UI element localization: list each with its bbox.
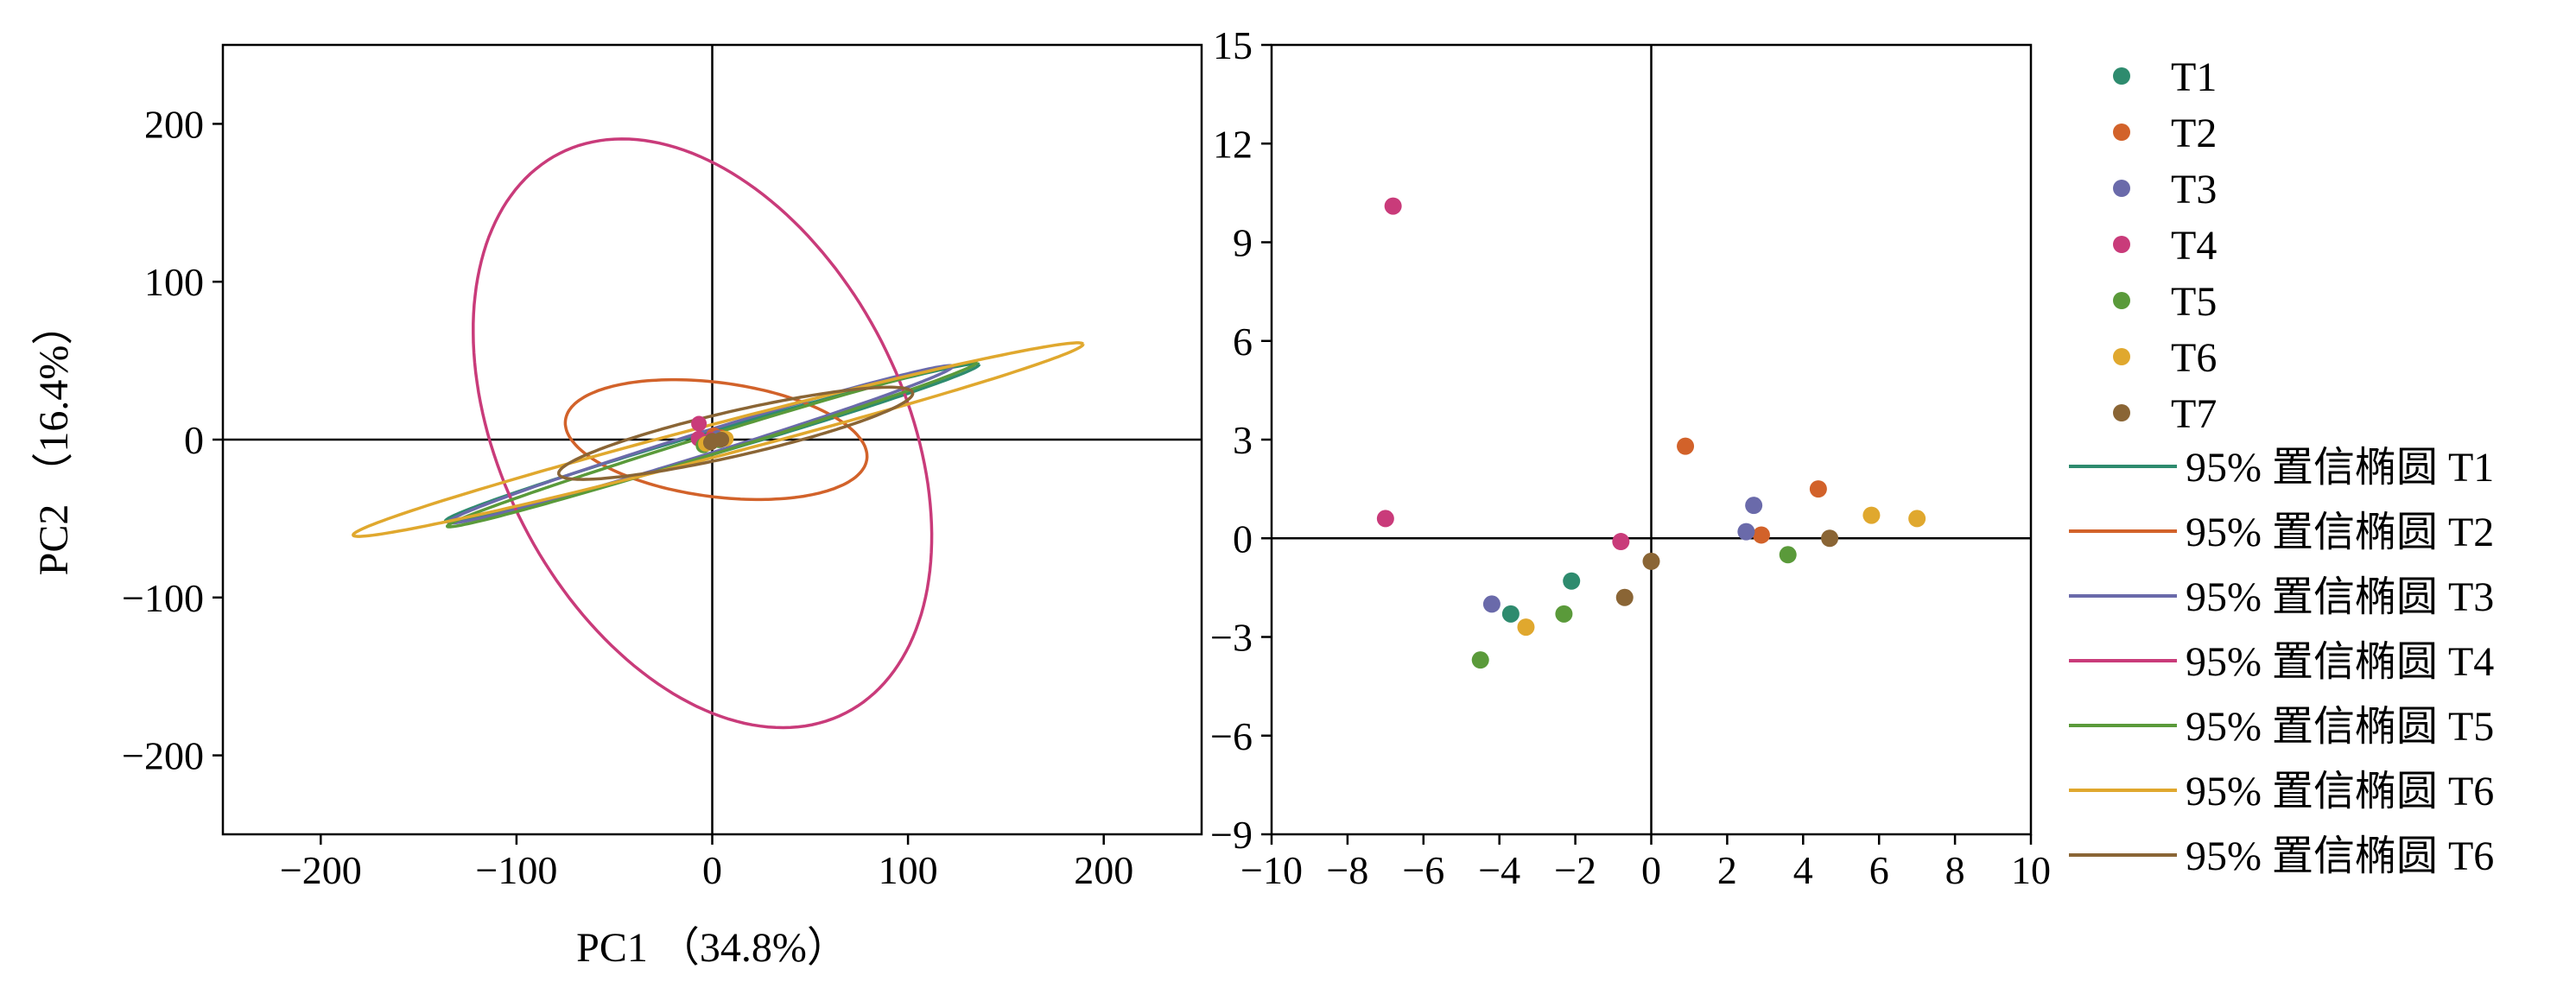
legend-marker-t7	[2113, 404, 2130, 421]
x-tick-label: 8	[1945, 848, 1965, 892]
data-point-t7	[1615, 588, 1634, 606]
legend-label-t1: T1	[2171, 54, 2217, 100]
x-tick-label: −2	[1554, 848, 1596, 892]
data-point-t2	[1752, 526, 1770, 544]
x-tick-label: 200	[1074, 848, 1133, 892]
legend-ellipse-label: 95% 置信椭圆 T3	[2186, 574, 2494, 620]
y-tick-label: −9	[1210, 813, 1253, 857]
data-point-t4	[1376, 510, 1394, 528]
y-tick-label: −100	[122, 576, 204, 620]
x-tick-label: −6	[1402, 848, 1444, 892]
confidence-ellipse-t6	[352, 341, 1085, 538]
pca-score-plot-with-ellipses: −200 −100 0 100 200 −200 −100 0 100 200 PC1 （34.8%…	[31, 43, 1203, 971]
y-tick-label: 0	[184, 418, 204, 462]
y-tick-label: 0	[1233, 516, 1253, 561]
legend-label-t3: T3	[2171, 167, 2217, 212]
y-tick-label: 15	[1213, 23, 1253, 67]
x-tick-label: 10	[2011, 848, 2051, 892]
legend-ellipse-label: 95% 置信椭圆 T1	[2186, 445, 2494, 491]
data-point-t5	[1555, 605, 1573, 623]
x-tick-label: 0	[702, 848, 722, 892]
y-tick-label: −3	[1210, 616, 1253, 660]
confidence-ellipse-t4	[472, 137, 934, 730]
data-point-t2	[1809, 480, 1827, 498]
y-tick-label: 6	[1233, 320, 1253, 364]
data-point-t1	[1501, 605, 1520, 623]
y-tick-label: −6	[1210, 714, 1253, 758]
legend-ellipse-label: 95% 置信椭圆 T2	[2186, 510, 2494, 555]
legend-ellipse-label: 95% 置信椭圆 T4	[2186, 639, 2494, 685]
legend-ellipse-label: 95% 置信椭圆 T6	[2186, 769, 2494, 814]
data-point-t4	[1612, 533, 1630, 551]
x-tick-label: −4	[1478, 848, 1520, 892]
data-point-t3	[1482, 595, 1501, 613]
legend-marker-t5	[2113, 292, 2130, 309]
legend-marker-t6	[2113, 348, 2130, 365]
data-point-t7	[1642, 552, 1660, 570]
data-point-t5	[1779, 546, 1797, 564]
y-tick-label: 12	[1213, 122, 1253, 166]
legend-ellipse-label: 95% 置信椭圆 T5	[2186, 704, 2494, 750]
data-point-t7	[714, 432, 730, 447]
x-tick-label: 0	[1641, 848, 1661, 892]
x-tick-label: 2	[1717, 848, 1737, 892]
data-point-t7	[1821, 529, 1839, 548]
y-tick-label: 9	[1233, 221, 1253, 265]
pca-score-plot-zoomed: −10 −8 −6 −4 −2 0 2 4 6 8 10 −9 −6 −3 0 3 6 9 12 15	[1210, 23, 2051, 892]
legend-marker-t4	[2113, 236, 2130, 253]
legend-label-t2: T2	[2171, 111, 2217, 156]
chart-legend: T1 T2 T3 T4 T5 T6 T7 95% 置信椭圆 T1 95% 置信椭圆 T2 95% …	[2069, 54, 2494, 879]
legend-label-t6: T6	[2171, 335, 2217, 381]
legend-label-t7: T7	[2171, 391, 2217, 437]
legend-ellipse-label: 95% 置信椭圆 T6	[2186, 833, 2494, 879]
data-point-t3	[1737, 523, 1755, 541]
data-point-t6	[1862, 506, 1881, 524]
x-tick-label: −10	[1240, 848, 1303, 892]
data-point-t1	[1563, 572, 1581, 590]
data-point-t6	[1908, 510, 1926, 528]
data-point-t2	[1677, 437, 1695, 455]
y-tick-label: −200	[122, 734, 204, 778]
y-axis-label: PC2 （16.4%）	[31, 304, 77, 576]
x-tick-label: −200	[280, 848, 362, 892]
data-point-t3	[1745, 497, 1763, 515]
x-tick-label: −100	[475, 848, 557, 892]
legend-marker-t3	[2113, 180, 2130, 197]
data-point-t4	[691, 415, 707, 432]
x-tick-label: −8	[1326, 848, 1368, 892]
legend-marker-t2	[2113, 124, 2130, 141]
legend-label-t5: T5	[2171, 279, 2217, 325]
x-tick-label: 4	[1793, 848, 1813, 892]
x-tick-label: 6	[1869, 848, 1889, 892]
confidence-ellipse-t7	[557, 385, 915, 481]
legend-marker-t1	[2113, 67, 2130, 85]
data-point-t6	[1517, 618, 1535, 637]
legend-label-t4: T4	[2171, 223, 2217, 269]
data-point-t4	[1384, 197, 1402, 215]
confidence-ellipse-t5	[446, 360, 979, 529]
data-point-t5	[1471, 651, 1489, 669]
y-tick-label: 200	[144, 102, 204, 146]
y-tick-label: 100	[144, 260, 204, 304]
x-tick-label: 100	[879, 848, 938, 892]
x-axis-label: PC1 （34.8%）	[576, 925, 848, 971]
y-tick-label: 3	[1233, 418, 1253, 462]
